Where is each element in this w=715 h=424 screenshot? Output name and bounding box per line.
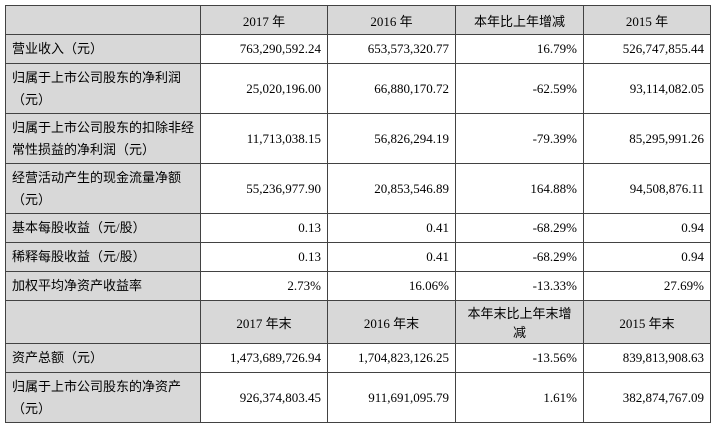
row-label: 稀释每股收益（元/股）: [5, 242, 201, 272]
column-header-2016: 2016 年: [327, 5, 456, 35]
value-cell-change: 1.61%: [455, 372, 584, 423]
value-cell-2017: 0.13: [200, 242, 328, 272]
value-cell-2015: 93,114,082.05: [583, 63, 711, 114]
value-cell-2017: 1,473,689,726.94: [200, 343, 328, 373]
table-row-weighted-avg-roe: 加权平均净资产收益率 2.73% 16.06% -13.33% 27.69%: [5, 271, 711, 301]
column-header-2017: 2017 年: [200, 5, 328, 35]
value-cell-2015: 839,813,908.63: [583, 343, 711, 373]
table-row-basic-eps: 基本每股收益（元/股） 0.13 0.41 -68.29% 0.94: [5, 213, 711, 243]
column-header-2015: 2015 年: [583, 5, 711, 35]
value-cell-change: -13.56%: [455, 343, 584, 373]
value-cell-2017: 0.13: [200, 213, 328, 243]
row-label: 归属于上市公司股东的净利润（元）: [5, 63, 201, 114]
header-corner-cell: [5, 300, 201, 344]
value-cell-2016: 1,704,823,126.25: [327, 343, 456, 373]
row-label: 营业收入（元）: [5, 34, 201, 64]
row-label: 加权平均净资产收益率: [5, 271, 201, 301]
table-row-total-assets: 资产总额（元） 1,473,689,726.94 1,704,823,126.2…: [5, 343, 711, 373]
value-cell-2016: 20,853,546.89: [327, 163, 456, 214]
value-cell-2015: 85,295,991.26: [583, 113, 711, 164]
value-cell-2015: 382,874,767.09: [583, 372, 711, 423]
value-cell-2015: 27.69%: [583, 271, 711, 301]
value-cell-2016: 66,880,170.72: [327, 63, 456, 114]
row-label: 归属于上市公司股东的扣除非经常性损益的净利润（元）: [5, 113, 201, 164]
value-cell-2016: 911,691,095.79: [327, 372, 456, 423]
table-row-revenue: 营业收入（元） 763,290,592.24 653,573,320.77 16…: [5, 34, 711, 64]
column-header-2017-end: 2017 年末: [200, 300, 328, 344]
table-row-net-profit-excl-nonrecurring: 归属于上市公司股东的扣除非经常性损益的净利润（元） 11,713,038.15 …: [5, 113, 711, 164]
table-row-diluted-eps: 稀释每股收益（元/股） 0.13 0.41 -68.29% 0.94: [5, 242, 711, 272]
value-cell-2017: 2.73%: [200, 271, 328, 301]
value-cell-change: -62.59%: [455, 63, 584, 114]
value-cell-change: 16.79%: [455, 34, 584, 64]
value-cell-2016: 16.06%: [327, 271, 456, 301]
value-cell-2017: 926,374,803.45: [200, 372, 328, 423]
value-cell-2017: 25,020,196.00: [200, 63, 328, 114]
column-header-yoy-change: 本年比上年增减: [455, 5, 584, 35]
value-cell-2016: 56,826,294.19: [327, 113, 456, 164]
value-cell-change: -13.33%: [455, 271, 584, 301]
table-row-operating-cash-flow: 经营活动产生的现金流量净额（元） 55,236,977.90 20,853,54…: [5, 163, 711, 214]
value-cell-2017: 55,236,977.90: [200, 163, 328, 214]
column-header-2015-end: 2015 年末: [583, 300, 711, 344]
row-label: 基本每股收益（元/股）: [5, 213, 201, 243]
value-cell-change: -68.29%: [455, 213, 584, 243]
value-cell-2016: 0.41: [327, 213, 456, 243]
row-label: 归属于上市公司股东的净资产（元）: [5, 372, 201, 423]
table-header-row-period-end: 2017 年末 2016 年末 本年末比上年末增减 2015 年末: [5, 300, 711, 344]
value-cell-2017: 11,713,038.15: [200, 113, 328, 164]
value-cell-change: 164.88%: [455, 163, 584, 214]
value-cell-2016: 653,573,320.77: [327, 34, 456, 64]
value-cell-2015: 0.94: [583, 242, 711, 272]
row-label: 资产总额（元）: [5, 343, 201, 373]
value-cell-2016: 0.41: [327, 242, 456, 272]
row-label: 经营活动产生的现金流量净额（元）: [5, 163, 201, 214]
value-cell-2017: 763,290,592.24: [200, 34, 328, 64]
table-row-net-profit: 归属于上市公司股东的净利润（元） 25,020,196.00 66,880,17…: [5, 63, 711, 114]
column-header-2016-end: 2016 年末: [327, 300, 456, 344]
table-row-net-assets: 归属于上市公司股东的净资产（元） 926,374,803.45 911,691,…: [5, 372, 711, 423]
value-cell-change: -68.29%: [455, 242, 584, 272]
value-cell-change: -79.39%: [455, 113, 584, 164]
value-cell-2015: 94,508,876.11: [583, 163, 711, 214]
column-header-yearend-change: 本年末比上年末增减: [455, 300, 584, 344]
header-corner-cell: [5, 5, 201, 35]
table-header-row-period: 2017 年 2016 年 本年比上年增减 2015 年: [5, 5, 711, 35]
financial-summary-table: 2017 年 2016 年 本年比上年增减 2015 年 营业收入（元） 763…: [5, 5, 711, 423]
value-cell-2015: 0.94: [583, 213, 711, 243]
value-cell-2015: 526,747,855.44: [583, 34, 711, 64]
